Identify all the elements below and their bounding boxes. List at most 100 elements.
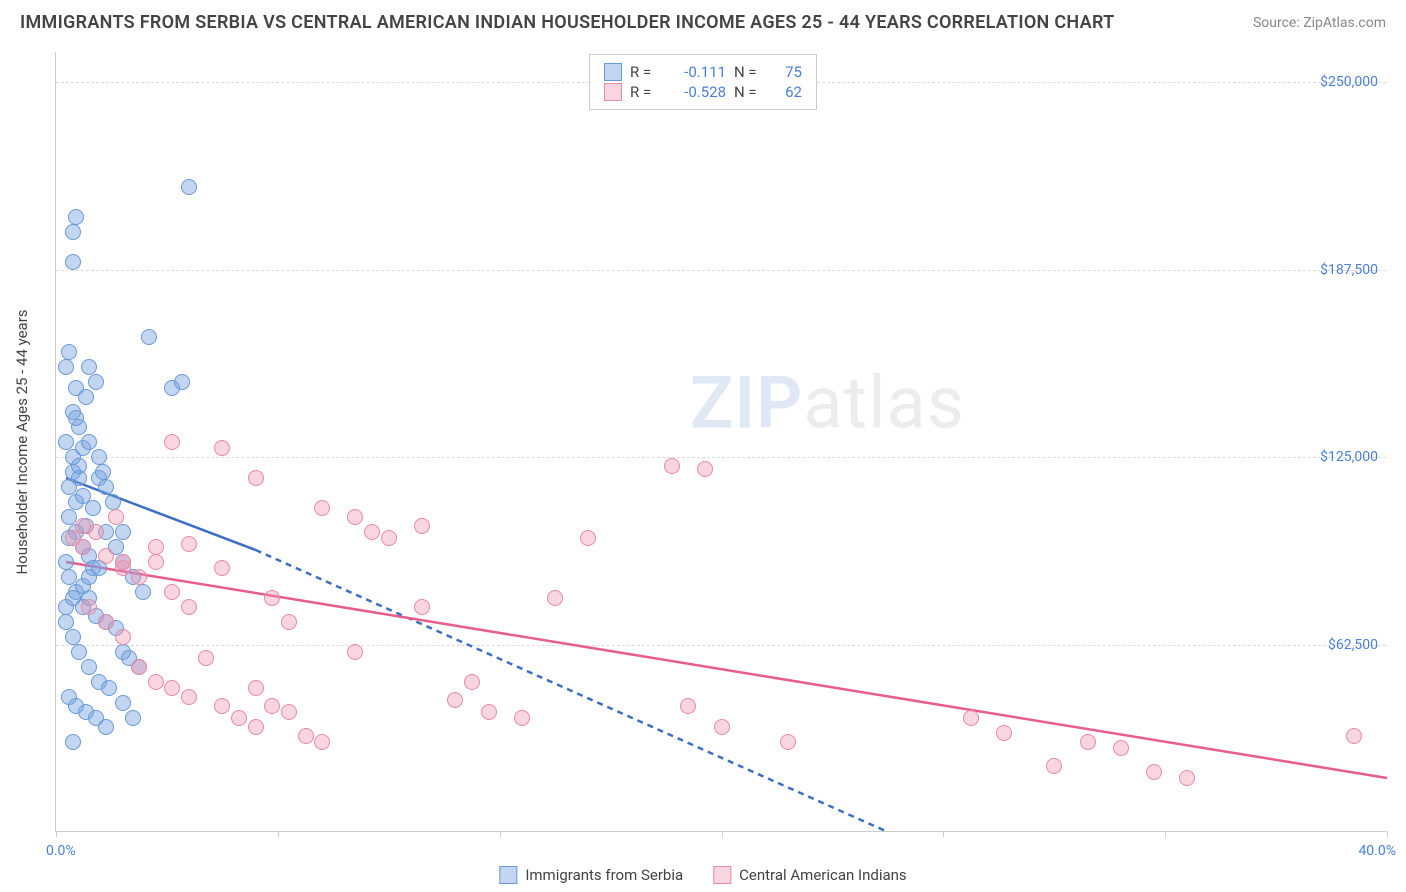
data-point	[131, 659, 147, 675]
data-point	[381, 530, 397, 546]
data-point	[414, 599, 430, 615]
data-point	[1146, 764, 1162, 780]
data-point	[248, 680, 264, 696]
stat-n-1: 62	[772, 83, 802, 101]
data-point	[181, 599, 197, 615]
data-point	[347, 644, 363, 660]
data-point	[65, 734, 81, 750]
series-swatch-1	[604, 83, 622, 101]
gridline	[56, 645, 1386, 646]
data-point	[697, 461, 713, 477]
data-point	[88, 374, 104, 390]
data-point	[364, 524, 380, 540]
data-point	[98, 719, 114, 735]
data-point	[164, 434, 180, 450]
bottom-legend: Immigrants from Serbia Central American …	[499, 866, 906, 884]
data-point	[75, 539, 91, 555]
data-point	[65, 254, 81, 270]
data-point	[68, 209, 84, 225]
data-point	[115, 695, 131, 711]
data-point	[1080, 734, 1096, 750]
data-point	[414, 518, 430, 534]
regression-line	[256, 550, 888, 832]
stat-n-0: 75	[772, 63, 802, 81]
y-tick-label: $250,000	[1320, 74, 1378, 90]
data-point	[314, 734, 330, 750]
y-axis-label: Householder Income Ages 25 - 44 years	[13, 309, 31, 574]
data-point	[580, 530, 596, 546]
data-point	[214, 698, 230, 714]
data-point	[71, 458, 87, 474]
data-point	[281, 614, 297, 630]
data-point	[664, 458, 680, 474]
x-axis-max: 40.0%	[1358, 843, 1396, 859]
data-point	[105, 494, 121, 510]
x-tick	[278, 831, 279, 837]
plot-area: Householder Income Ages 25 - 44 years ZI…	[55, 52, 1386, 832]
stat-label-r: R =	[630, 63, 660, 81]
y-tick-label: $187,500	[1320, 262, 1378, 278]
data-point	[1346, 728, 1362, 744]
data-point	[98, 479, 114, 495]
data-point	[78, 389, 94, 405]
data-point	[65, 629, 81, 645]
y-tick-label: $62,500	[1328, 637, 1378, 653]
data-point	[1113, 740, 1129, 756]
data-point	[164, 680, 180, 696]
data-point	[298, 728, 314, 744]
data-point	[58, 614, 74, 630]
data-point	[281, 704, 297, 720]
data-point	[135, 584, 151, 600]
x-tick	[1165, 831, 1166, 837]
data-point	[547, 590, 563, 606]
x-tick	[722, 831, 723, 837]
data-point	[181, 536, 197, 552]
legend-swatch-1	[713, 866, 731, 884]
stat-label-n: N =	[734, 83, 764, 101]
data-point	[101, 680, 117, 696]
chart-source: Source: ZipAtlas.com	[1253, 15, 1386, 31]
data-point	[108, 509, 124, 525]
data-point	[1046, 758, 1062, 774]
data-point	[148, 554, 164, 570]
data-point	[248, 719, 264, 735]
data-point	[81, 659, 97, 675]
data-point	[61, 344, 77, 360]
data-point	[347, 509, 363, 525]
data-point	[68, 410, 84, 426]
data-point	[198, 650, 214, 666]
y-tick-label: $125,000	[1320, 449, 1378, 465]
data-point	[264, 590, 280, 606]
watermark: ZIPatlas	[690, 360, 965, 445]
data-point	[98, 548, 114, 564]
data-point	[996, 725, 1012, 741]
legend-item-1: Central American Indians	[713, 866, 907, 884]
data-point	[58, 554, 74, 570]
data-point	[131, 569, 147, 585]
data-point	[174, 374, 190, 390]
data-point	[81, 359, 97, 375]
data-point	[115, 629, 131, 645]
data-point	[75, 518, 91, 534]
data-point	[65, 224, 81, 240]
data-point	[464, 674, 480, 690]
data-point	[81, 599, 97, 615]
data-point	[148, 674, 164, 690]
chart-title: IMMIGRANTS FROM SERBIA VS CENTRAL AMERIC…	[20, 12, 1114, 33]
data-point	[1179, 770, 1195, 786]
data-point	[264, 698, 280, 714]
data-point	[447, 692, 463, 708]
data-point	[95, 464, 111, 480]
data-point	[680, 698, 696, 714]
data-point	[81, 434, 97, 450]
data-point	[231, 710, 247, 726]
data-point	[164, 584, 180, 600]
data-point	[481, 704, 497, 720]
watermark-zip: ZIP	[690, 360, 803, 445]
x-tick	[1387, 831, 1388, 837]
data-point	[115, 554, 131, 570]
data-point	[963, 710, 979, 726]
stats-row: R = -0.111 N = 75	[604, 63, 802, 81]
watermark-atlas: atlas	[803, 360, 965, 445]
x-tick	[500, 831, 501, 837]
